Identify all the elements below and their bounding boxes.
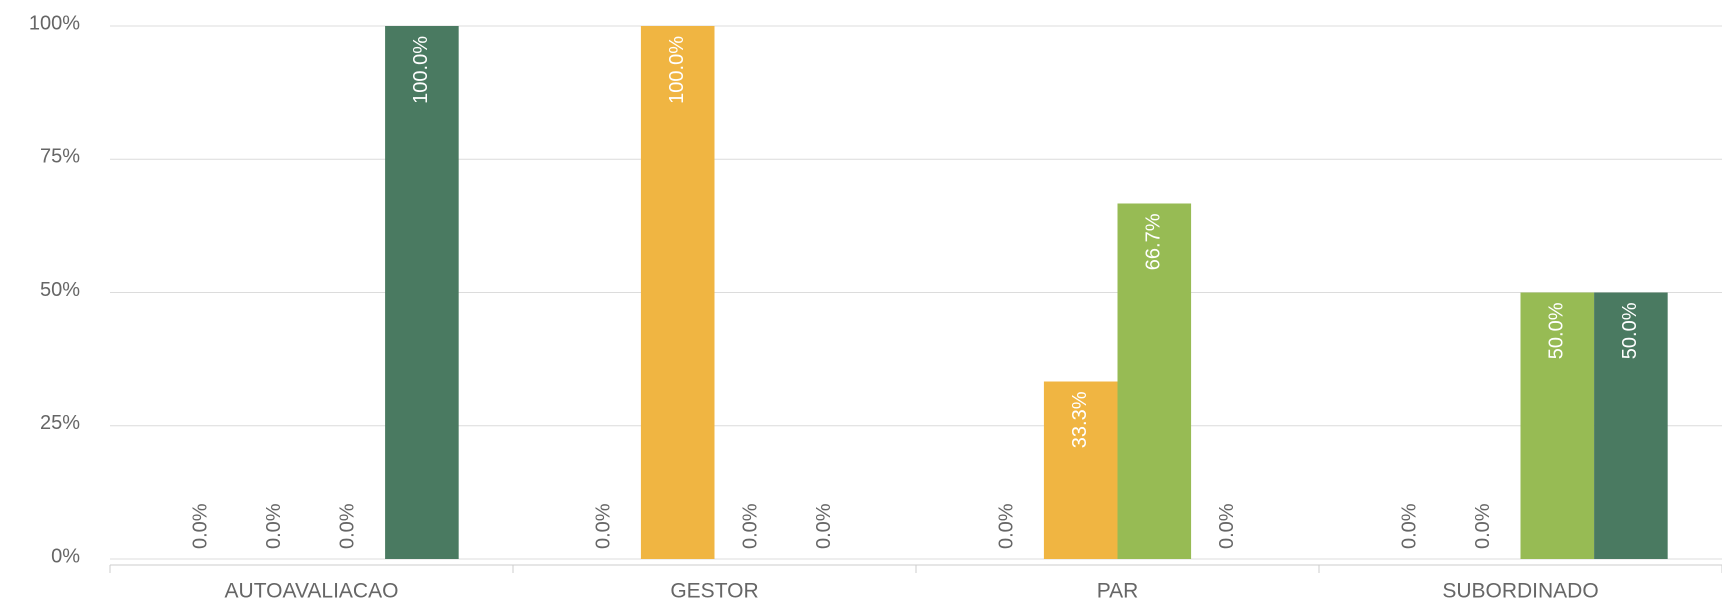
data-label: 0.0%	[740, 503, 762, 549]
data-label: 66.7%	[1143, 213, 1165, 270]
x-tick-label: PAR	[1097, 580, 1139, 603]
y-tick-label: 100%	[29, 12, 80, 34]
bar	[1117, 203, 1192, 559]
bar	[385, 26, 459, 559]
bar	[1594, 292, 1668, 559]
y-tick-label: 25%	[40, 412, 80, 434]
data-label: 50.0%	[1619, 302, 1641, 359]
x-tick-label: SUBORDINADO	[1442, 580, 1598, 603]
x-tick-label: GESTOR	[670, 580, 758, 603]
data-label: 0.0%	[337, 503, 359, 549]
data-label: 100.0%	[410, 36, 432, 104]
data-label: 0.0%	[189, 503, 211, 549]
y-tick-label: 50%	[40, 279, 80, 301]
bar	[1520, 292, 1595, 559]
data-label: 0.0%	[995, 503, 1017, 549]
data-label: 0.0%	[263, 503, 285, 549]
data-label: 0.0%	[592, 503, 614, 549]
x-tick-label: AUTOAVALIACAO	[225, 580, 399, 603]
y-tick-label: 0%	[51, 545, 80, 567]
data-label: 0.0%	[813, 503, 835, 549]
bar	[640, 26, 715, 559]
data-label: 50.0%	[1546, 302, 1568, 359]
data-label: 0.0%	[1398, 503, 1420, 549]
data-label: 0.0%	[1216, 503, 1238, 549]
data-label: 100.0%	[666, 36, 688, 104]
bar	[1043, 381, 1118, 559]
data-label: 33.3%	[1069, 391, 1091, 448]
data-label: 0.0%	[1472, 503, 1494, 549]
y-tick-label: 75%	[40, 146, 80, 168]
